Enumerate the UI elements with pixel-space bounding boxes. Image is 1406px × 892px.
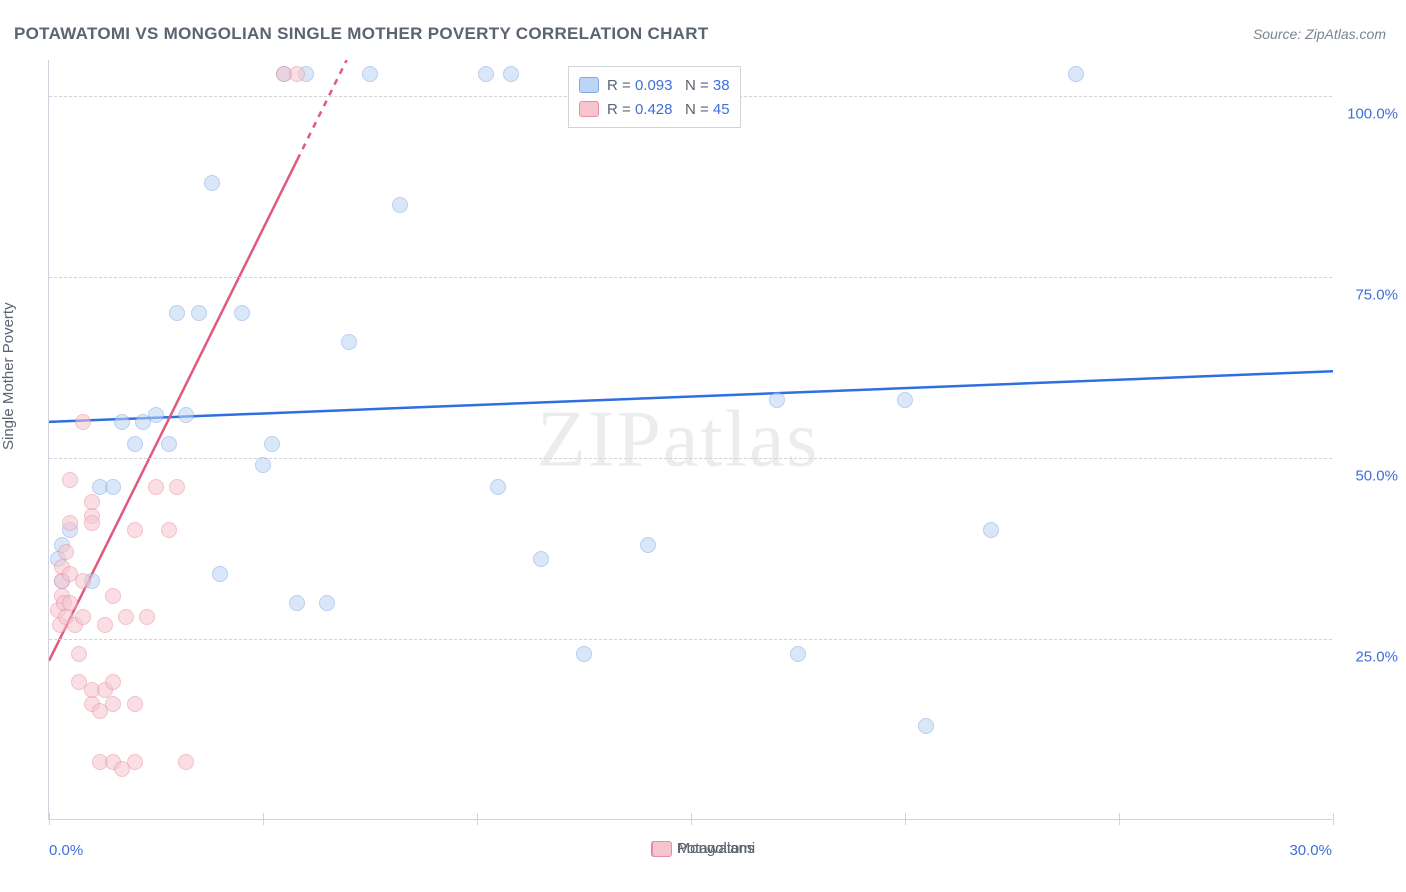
- data-point-mongolians: [62, 472, 78, 488]
- data-point-potawatomi: [169, 305, 185, 321]
- x-tick: [905, 813, 906, 825]
- data-point-mongolians: [71, 646, 87, 662]
- data-point-potawatomi: [204, 175, 220, 191]
- data-point-potawatomi: [114, 414, 130, 430]
- x-tick: [1119, 813, 1120, 825]
- legend-label: Mongolians: [678, 840, 755, 857]
- data-point-mongolians: [84, 515, 100, 531]
- data-point-mongolians: [97, 617, 113, 633]
- data-point-mongolians: [178, 754, 194, 770]
- data-point-mongolians: [75, 573, 91, 589]
- data-point-mongolians: [62, 595, 78, 611]
- data-point-potawatomi: [191, 305, 207, 321]
- data-point-mongolians: [127, 522, 143, 538]
- data-point-potawatomi: [983, 522, 999, 538]
- source-attribution: Source: ZipAtlas.com: [1253, 26, 1386, 42]
- corr-row-potawatomi: R = 0.093 N = 38: [579, 73, 730, 97]
- data-point-potawatomi: [490, 479, 506, 495]
- y-tick-label: 25.0%: [1338, 649, 1398, 666]
- y-tick-label: 100.0%: [1338, 106, 1398, 123]
- data-point-potawatomi: [478, 66, 494, 82]
- x-tick: [263, 813, 264, 825]
- legend-swatch-mongolians: [579, 101, 599, 117]
- data-point-mongolians: [127, 696, 143, 712]
- correlation-box: R = 0.093 N = 38 R = 0.428 N = 45: [568, 66, 741, 128]
- data-point-mongolians: [84, 494, 100, 510]
- data-point-potawatomi: [161, 436, 177, 452]
- chart-title: POTAWATOMI VS MONGOLIAN SINGLE MOTHER PO…: [14, 24, 709, 44]
- trend-line-potawatomi: [49, 371, 1333, 422]
- x-tick: [1333, 813, 1334, 825]
- data-point-potawatomi: [178, 407, 194, 423]
- gridline: [49, 277, 1332, 278]
- corr-row-mongolians: R = 0.428 N = 45: [579, 97, 730, 121]
- data-point-potawatomi: [255, 457, 271, 473]
- data-point-potawatomi: [640, 537, 656, 553]
- data-point-mongolians: [118, 609, 134, 625]
- y-tick-label: 50.0%: [1338, 468, 1398, 485]
- data-point-potawatomi: [769, 392, 785, 408]
- corr-text: R = 0.093 N = 38: [607, 77, 730, 94]
- data-point-potawatomi: [503, 66, 519, 82]
- data-point-potawatomi: [341, 334, 357, 350]
- data-point-potawatomi: [319, 595, 335, 611]
- x-tick-label: 30.0%: [1289, 842, 1332, 859]
- corr-text: R = 0.428 N = 45: [607, 101, 730, 118]
- data-point-potawatomi: [576, 646, 592, 662]
- x-tick: [477, 813, 478, 825]
- gridline: [49, 639, 1332, 640]
- plot-area: ZIPatlas 25.0%50.0%75.0%100.0%0.0%30.0%: [48, 60, 1332, 820]
- data-point-potawatomi: [790, 646, 806, 662]
- x-tick: [49, 813, 50, 825]
- data-point-mongolians: [75, 609, 91, 625]
- data-point-mongolians: [148, 479, 164, 495]
- data-point-potawatomi: [289, 595, 305, 611]
- data-point-potawatomi: [533, 551, 549, 567]
- data-point-mongolians: [127, 754, 143, 770]
- data-point-mongolians: [62, 515, 78, 531]
- data-point-potawatomi: [105, 479, 121, 495]
- data-point-potawatomi: [897, 392, 913, 408]
- trend-lines-layer: [49, 60, 1333, 820]
- data-point-mongolians: [169, 479, 185, 495]
- data-point-potawatomi: [148, 407, 164, 423]
- data-point-mongolians: [289, 66, 305, 82]
- data-point-mongolians: [105, 674, 121, 690]
- legend-item-mongolians: Mongolians: [652, 840, 755, 857]
- data-point-mongolians: [161, 522, 177, 538]
- data-point-mongolians: [75, 414, 91, 430]
- y-axis-label: Single Mother Poverty: [0, 302, 17, 450]
- legend-swatch-potawatomi: [579, 77, 599, 93]
- data-point-potawatomi: [392, 197, 408, 213]
- x-tick-label: 0.0%: [49, 842, 83, 859]
- y-tick-label: 75.0%: [1338, 287, 1398, 304]
- data-point-potawatomi: [362, 66, 378, 82]
- data-point-mongolians: [58, 544, 74, 560]
- chart-container: POTAWATOMI VS MONGOLIAN SINGLE MOTHER PO…: [0, 0, 1406, 892]
- data-point-potawatomi: [1068, 66, 1084, 82]
- legend-swatch-mongolians: [652, 841, 672, 857]
- gridline: [49, 458, 1332, 459]
- data-point-potawatomi: [918, 718, 934, 734]
- data-point-potawatomi: [264, 436, 280, 452]
- data-point-mongolians: [105, 696, 121, 712]
- x-tick: [691, 813, 692, 825]
- data-point-potawatomi: [127, 436, 143, 452]
- data-point-mongolians: [105, 588, 121, 604]
- data-point-mongolians: [139, 609, 155, 625]
- data-point-potawatomi: [212, 566, 228, 582]
- data-point-potawatomi: [234, 305, 250, 321]
